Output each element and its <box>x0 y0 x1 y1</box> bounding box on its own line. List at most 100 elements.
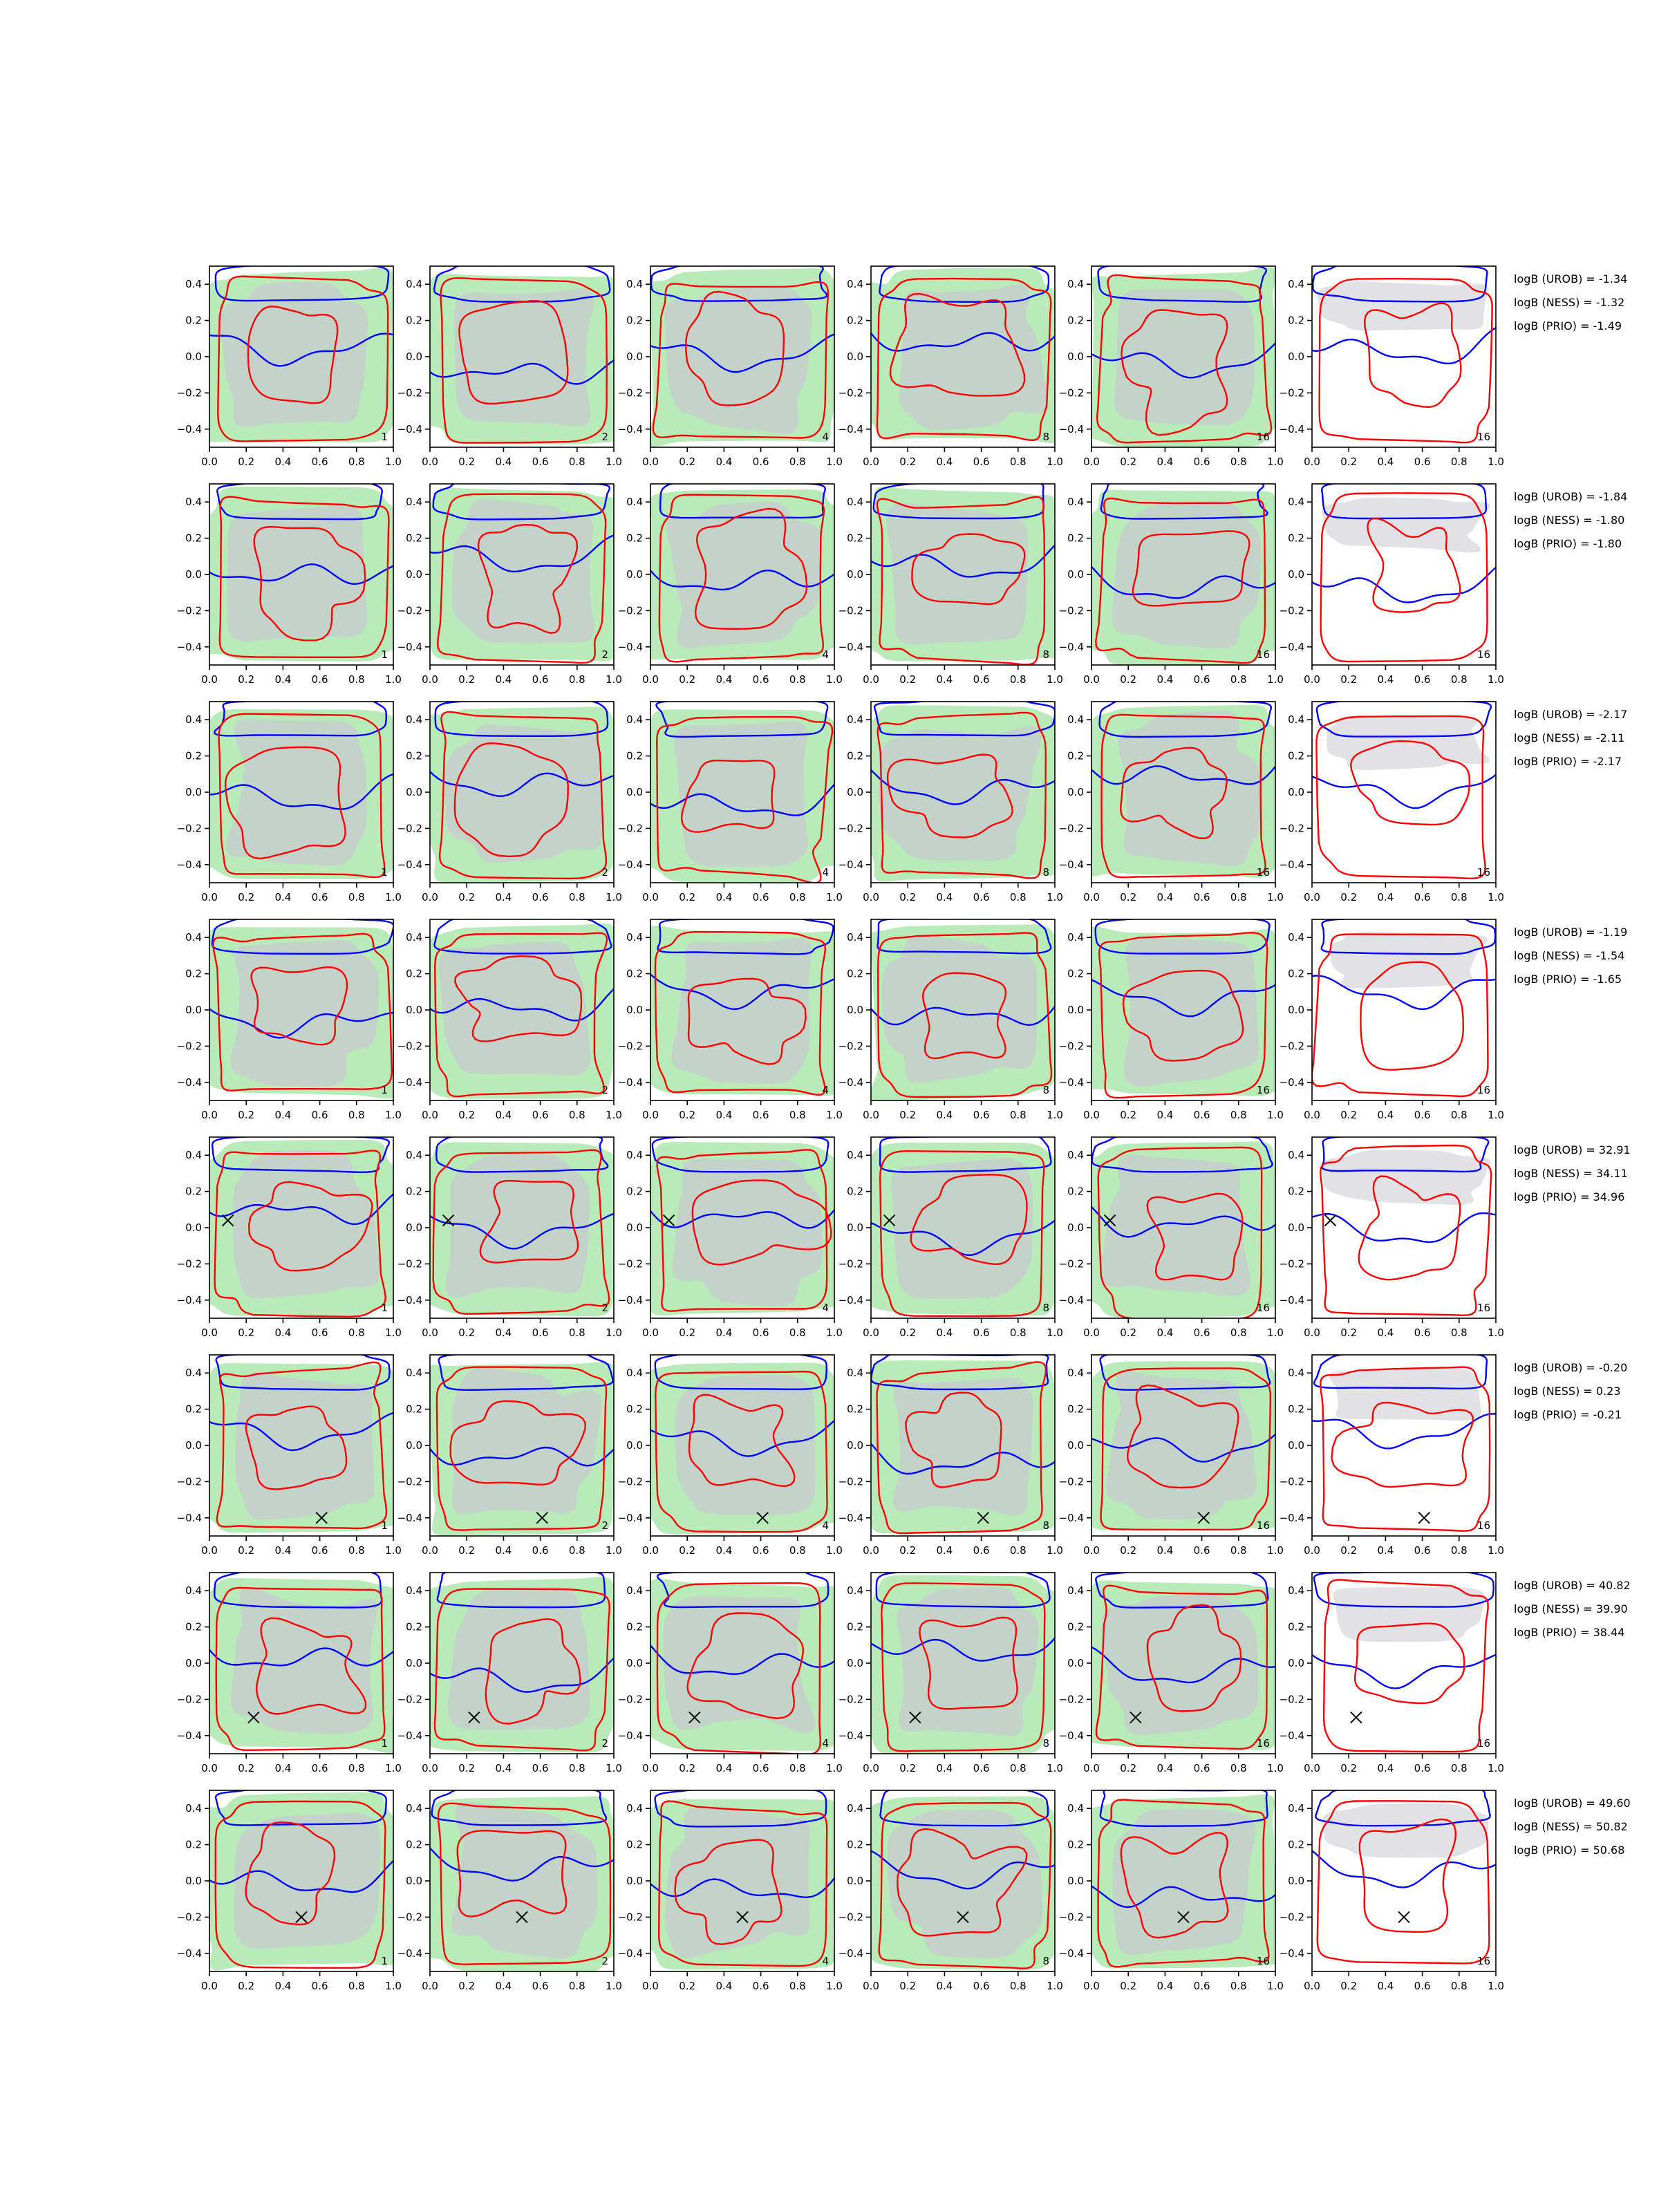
x-tick-label: 0.2 <box>679 673 695 686</box>
y-tick-label: −0.2 <box>1059 1475 1084 1488</box>
panel-r3-c3: 0.4 0.2 0.0 −0.2 −0.4 0.0 0.2 0.4 0.6 0.8 1.0 4 <box>618 701 843 903</box>
blue-contour-top <box>215 1355 391 1391</box>
y-tick-label: 0.2 <box>406 750 422 762</box>
y-tick-label: −0.2 <box>1280 1475 1304 1488</box>
x-tick-label: 0.6 <box>1194 1980 1210 1992</box>
y-tick-label: −0.4 <box>1280 1076 1304 1089</box>
x-tick-label: 0.0 <box>863 1327 879 1339</box>
x-tick-label: 0.8 <box>569 1109 585 1121</box>
panel-label: 16 <box>1477 648 1490 661</box>
red-contour-outer <box>433 932 608 1098</box>
x-tick-label: 0.6 <box>1414 1762 1431 1774</box>
x-tick-label: 0.4 <box>715 1109 732 1121</box>
x-tick-label: 0.0 <box>1083 673 1100 686</box>
logb-annotation: logB (NESS) = -2.11 <box>1514 731 1624 744</box>
panel-label: 8 <box>1042 1737 1049 1750</box>
x-tick-label: 0.0 <box>422 1109 438 1121</box>
panel-label: 8 <box>1042 866 1049 879</box>
panel-label: 1 <box>381 866 388 879</box>
panel-r7-c3: 0.4 0.2 0.0 −0.2 −0.4 0.0 0.2 0.4 0.6 0.8 1.0 4 <box>618 1572 843 1774</box>
blue-contour-top <box>1100 484 1268 520</box>
blue-contour-line <box>650 1877 834 1898</box>
x-tick-label: 0.4 <box>274 891 291 903</box>
x-tick-label: 0.2 <box>679 1980 695 1992</box>
logb-annotation: logB (UROB) = 32.91 <box>1514 1143 1631 1156</box>
y-tick-label: 0.4 <box>1067 931 1084 944</box>
panel-r4-c1: 0.4 0.2 0.0 −0.2 −0.4 0.0 0.2 0.4 0.6 0.8 1.0 1 <box>177 919 402 1121</box>
panel-label: 4 <box>822 431 829 443</box>
panel-r3-c1: 0.4 0.2 0.0 −0.2 −0.4 0.0 0.2 0.4 0.6 0.8 1.0 1 <box>177 701 402 903</box>
x-marker-icon <box>1418 1512 1430 1524</box>
y-tick-label: −0.4 <box>838 1512 863 1524</box>
red-contour-outer <box>881 1582 1046 1752</box>
y-tick-label: 0.0 <box>406 1657 422 1669</box>
x-tick-label: 0.6 <box>753 673 769 686</box>
panel-label: 1 <box>381 431 388 443</box>
x-tick-label: 0.4 <box>1377 891 1394 903</box>
y-tick-label: 0.4 <box>1067 496 1084 508</box>
x-tick-label: 0.8 <box>789 891 806 903</box>
x-tick-label: 0.4 <box>274 1544 291 1557</box>
blue-contour-top <box>879 1137 1052 1173</box>
blue-contour-top <box>213 702 388 737</box>
y-tick-label: −0.2 <box>1280 822 1304 834</box>
x-marker-icon <box>662 1214 675 1227</box>
blue-contour-top <box>654 1355 827 1390</box>
x-tick-label: 0.0 <box>642 1980 659 1992</box>
y-tick-label: 0.0 <box>626 350 643 363</box>
logb-annotation: logB (PRIO) = 38.44 <box>1514 1626 1624 1639</box>
y-tick-label: 0.4 <box>626 496 643 508</box>
blue-contour-line <box>1312 774 1496 809</box>
y-tick-label: 0.0 <box>847 1439 863 1452</box>
blue-contour-top <box>211 1137 391 1174</box>
red-contour-outer <box>1095 1584 1268 1750</box>
y-tick-label: 0.4 <box>847 1584 863 1597</box>
x-tick-label: 1.0 <box>1267 456 1284 468</box>
blue-contour-top <box>216 484 384 521</box>
prior-fill <box>1112 500 1262 649</box>
y-tick-label: 0.2 <box>185 532 202 545</box>
blue-contour-line <box>209 1859 393 1893</box>
x-tick-label: 1.0 <box>1488 456 1504 468</box>
y-tick-label: −0.2 <box>618 822 643 834</box>
red-contour-outer <box>1095 497 1266 664</box>
y-tick-label: −0.2 <box>838 1040 863 1052</box>
y-tick-label: −0.2 <box>1059 1911 1084 1923</box>
x-tick-label: 0.8 <box>569 673 585 686</box>
x-tick-label: 0.6 <box>1194 1327 1210 1339</box>
panel-r7-c1: 0.4 0.2 0.0 −0.2 −0.4 0.0 0.2 0.4 0.6 0.8 1.0 1 <box>177 1572 402 1774</box>
x-tick-label: 1.0 <box>1267 1327 1284 1339</box>
x-tick-label: 1.0 <box>1488 891 1504 903</box>
y-tick-label: −0.4 <box>838 1947 863 1960</box>
x-tick-label: 0.6 <box>1194 456 1210 468</box>
blue-contour-top <box>1320 919 1496 955</box>
panel-r2-c1: 0.4 0.2 0.0 −0.2 −0.4 0.0 0.2 0.4 0.6 0.8 1.0 1 <box>177 483 402 686</box>
x-tick-label: 0.6 <box>1194 673 1210 686</box>
y-tick-label: −0.2 <box>397 1475 422 1488</box>
y-tick-label: 0.0 <box>1067 1657 1084 1669</box>
y-tick-label: 0.4 <box>847 278 863 290</box>
panel-r2-c4: 0.4 0.2 0.0 −0.2 −0.4 0.0 0.2 0.4 0.6 0.8 1.0 8 <box>838 483 1063 686</box>
y-tick-label: 0.0 <box>406 1439 422 1452</box>
blue-contour-top <box>213 1573 383 1609</box>
red-contour-inner <box>886 753 1014 838</box>
x-tick-label: 0.6 <box>312 891 328 903</box>
blue-contour-line <box>871 332 1055 352</box>
red-contour-inner <box>247 306 339 404</box>
x-tick-label: 0.8 <box>1451 891 1468 903</box>
x-tick-label: 0.4 <box>274 1327 291 1339</box>
x-tick-label: 1.0 <box>1047 456 1063 468</box>
prior-fill <box>664 285 812 434</box>
x-tick-label: 0.2 <box>458 1762 475 1774</box>
red-contour-outer <box>1097 1146 1263 1318</box>
y-tick-label: 0.0 <box>406 1875 422 1887</box>
y-tick-label: 0.4 <box>1288 278 1304 290</box>
y-tick-label: −0.4 <box>1280 1947 1304 1960</box>
x-tick-label: 0.2 <box>679 1544 695 1557</box>
y-tick-label: 0.2 <box>1288 532 1304 545</box>
panel-r5-c6: 0.4 0.2 0.0 −0.2 −0.4 0.0 0.2 0.4 0.6 0.8 1.0 16 <box>1280 1136 1504 1339</box>
x-marker-icon <box>756 1512 769 1524</box>
x-tick-label: 1.0 <box>1488 1762 1504 1774</box>
x-marker-icon <box>536 1512 548 1524</box>
